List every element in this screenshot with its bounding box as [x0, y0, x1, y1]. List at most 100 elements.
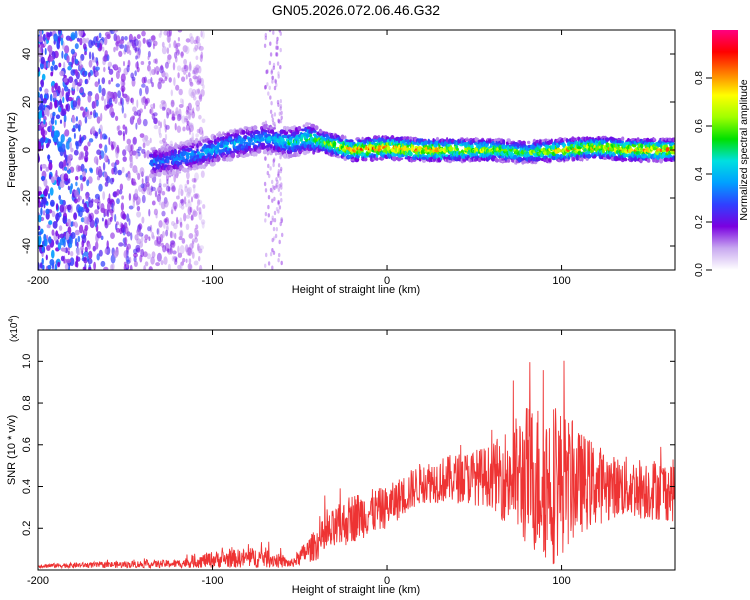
noise-blob: [63, 247, 66, 253]
signal-cell: [667, 137, 672, 142]
noise-blob: [73, 132, 76, 139]
noise-blob: [269, 166, 272, 171]
signal-cell: [261, 136, 265, 142]
noise-blob: [69, 257, 75, 266]
y-tick-label: 0: [21, 147, 33, 153]
noise-blob: [117, 169, 122, 175]
noise-blob: [141, 30, 146, 37]
noise-blob: [79, 37, 83, 46]
noise-blob: [272, 162, 275, 168]
snr-scale-label: (x10: [9, 322, 20, 342]
noise-blob: [174, 257, 178, 263]
noise-blob: [137, 117, 142, 125]
noise-blob: [40, 202, 44, 208]
noise-blob: [98, 143, 103, 149]
noise-blob: [141, 76, 146, 84]
noise-blob: [148, 208, 151, 217]
noise-blob: [39, 137, 45, 144]
noise-blob: [269, 95, 272, 100]
noise-blob: [63, 114, 67, 123]
signal-cell: [515, 149, 519, 153]
noise-blob: [150, 256, 155, 265]
noise-blob: [280, 166, 283, 172]
signal-cell: [502, 140, 506, 145]
noise-blob: [108, 137, 111, 146]
noise-blob: [176, 42, 181, 47]
noise-blob: [141, 194, 146, 204]
noise-blob: [185, 124, 190, 131]
noise-blob: [264, 263, 267, 268]
signal-cell: [173, 143, 179, 149]
snr-scale-exponent: 4: [8, 319, 15, 323]
noise-blob: [150, 104, 155, 109]
noise-blob: [271, 188, 274, 194]
noise-blob: [200, 30, 203, 38]
noise-blob: [180, 51, 184, 59]
noise-blob: [114, 213, 117, 223]
noise-blob: [191, 249, 194, 255]
noise-blob: [81, 240, 85, 248]
noise-blob: [183, 118, 188, 123]
noise-blob: [134, 70, 137, 77]
noise-blob: [134, 234, 139, 241]
noise-blob: [186, 105, 190, 113]
signal-cell: [503, 148, 508, 152]
signal-cell: [216, 156, 221, 162]
noise-blob: [79, 209, 83, 218]
noise-blob: [142, 118, 148, 127]
noise-blob: [88, 51, 92, 60]
noise-blob: [271, 218, 274, 223]
noise-blob: [273, 236, 276, 241]
noise-blob: [277, 171, 280, 176]
noise-blob: [161, 242, 164, 248]
noise-blob: [274, 233, 278, 239]
noise-blob: [135, 122, 138, 130]
signal-cell: [672, 156, 675, 161]
noise-blob: [133, 38, 139, 47]
noise-blob: [94, 198, 99, 204]
noise-blob: [43, 104, 46, 111]
noise-blob: [179, 217, 183, 226]
noise-blob: [134, 188, 139, 198]
noise-blob: [113, 250, 119, 258]
noise-blob: [39, 30, 43, 37]
noise-blob: [196, 75, 202, 85]
noise-blob: [43, 178, 48, 187]
noise-blob: [102, 55, 108, 62]
noise-blob: [174, 51, 178, 59]
noise-blob: [38, 97, 42, 106]
noise-blob: [177, 245, 180, 254]
signal-cell: [456, 147, 459, 152]
noise-blob: [65, 104, 68, 111]
noise-blob: [47, 62, 50, 69]
noise-blob: [180, 189, 184, 197]
noise-blob: [101, 87, 106, 97]
noise-blob: [195, 100, 201, 107]
noise-blob: [141, 216, 145, 224]
noise-blob: [277, 102, 280, 108]
noise-blob: [78, 64, 83, 71]
noise-blob: [179, 230, 183, 238]
noise-blob: [82, 198, 85, 205]
noise-blob: [175, 56, 178, 63]
noise-blob: [264, 35, 267, 41]
noise-blob: [87, 94, 92, 103]
noise-blob: [273, 85, 277, 91]
noise-blob: [192, 184, 196, 189]
noise-blob: [200, 170, 205, 178]
noise-blob: [164, 123, 167, 133]
noise-blob: [70, 48, 75, 55]
noise-blob: [79, 87, 84, 94]
noise-blob: [75, 116, 78, 122]
noise-blob: [55, 213, 60, 222]
noise-blob: [280, 218, 283, 224]
noise-blob: [59, 181, 65, 188]
noise-blob: [191, 88, 197, 97]
noise-blob: [278, 252, 281, 258]
noise-blob: [199, 93, 203, 102]
noise-blob: [119, 44, 125, 49]
noise-blob: [173, 77, 176, 86]
noise-blob: [279, 99, 282, 104]
noise-blob: [180, 98, 183, 104]
noise-blob: [111, 202, 114, 212]
